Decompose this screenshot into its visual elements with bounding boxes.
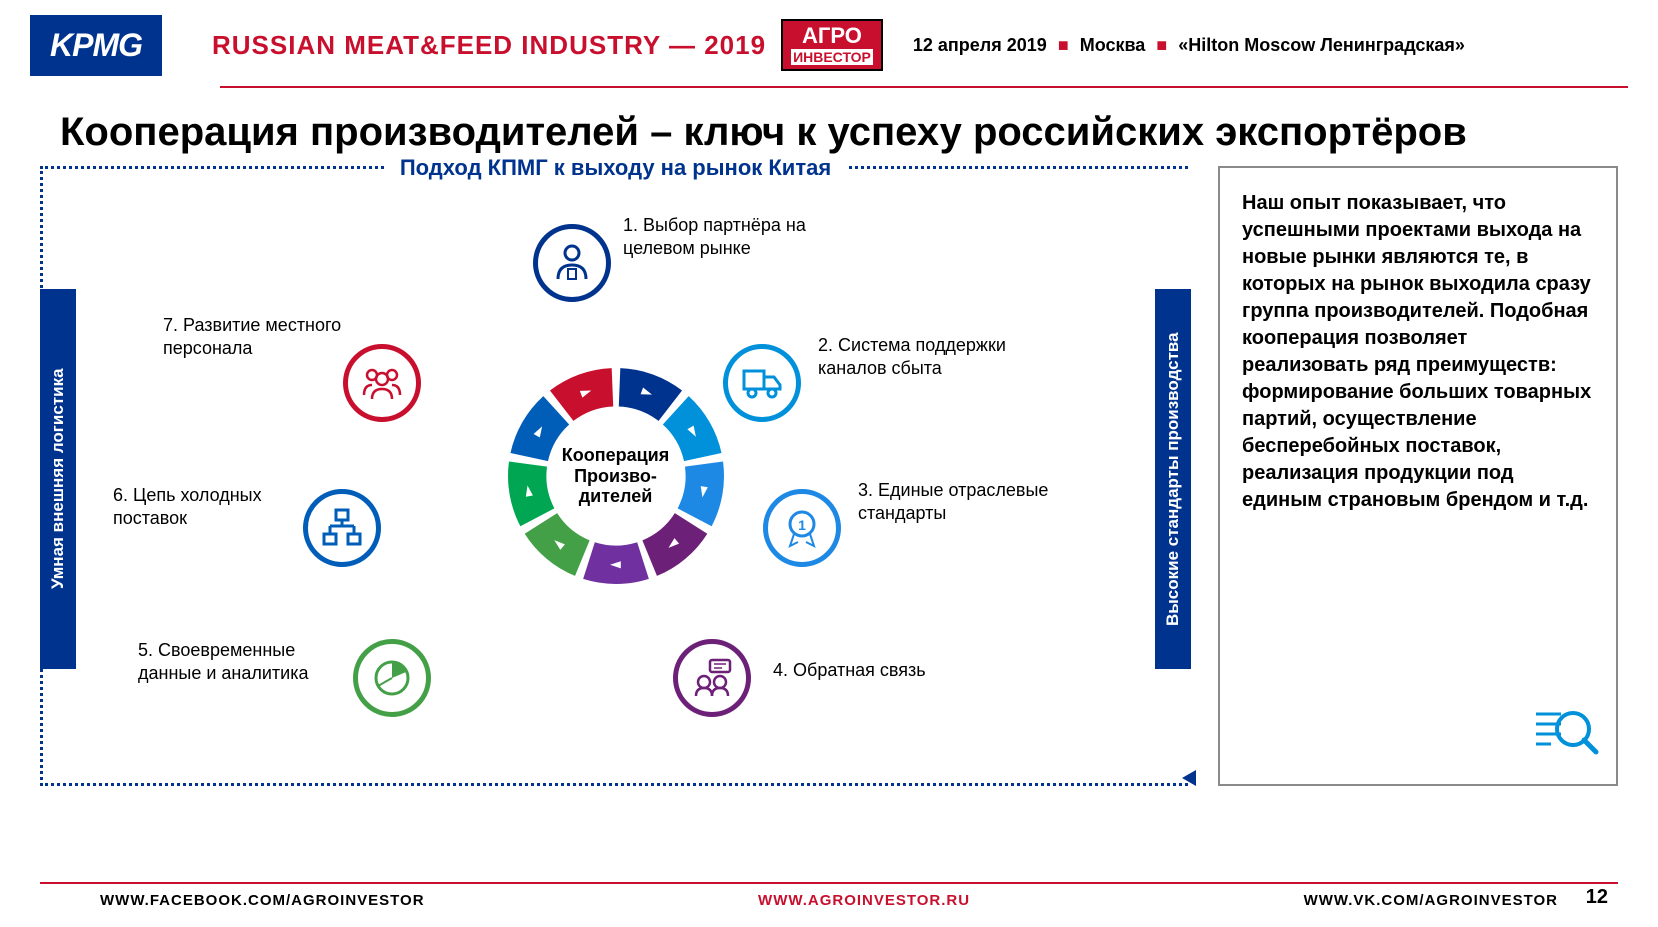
svg-text:1: 1 <box>798 517 806 533</box>
footer-mid: WWW.AGROINVESTOR.RU <box>758 892 970 909</box>
diagram-node-5 <box>353 639 431 717</box>
footer: WWW.FACEBOOK.COM/AGROINVESTOR WWW.AGROIN… <box>40 882 1618 909</box>
magnifier-icon <box>1531 699 1601 769</box>
person-icon <box>550 241 594 285</box>
label-number: 5. <box>138 640 153 660</box>
badge-top: АГРО <box>791 25 873 47</box>
wheel-center-label: Кооперация Произво-дителей <box>546 445 686 507</box>
label-text: Развитие местного персонала <box>163 315 341 358</box>
diagram-label-7: 7. Развитие местного персонала <box>163 314 383 361</box>
label-text: Обратная связь <box>793 660 926 680</box>
event-city: Москва <box>1080 35 1146 55</box>
header: KPMG RUSSIAN MEAT&FEED INDUSTRY — 2019 А… <box>0 0 1658 80</box>
event-venue: «Hilton Moscow Ленинградская» <box>1178 35 1465 55</box>
label-number: 4. <box>773 660 788 680</box>
badge-bottom: ИНВЕСТОР <box>791 49 873 65</box>
label-text: Своевременные данные и аналитика <box>138 640 309 683</box>
content-row: Подход КПМГ к выходу на рынок Китая Умна… <box>0 166 1658 786</box>
label-number: 3. <box>858 480 873 500</box>
label-number: 7. <box>163 315 178 335</box>
label-text: Цепь холодных поставок <box>113 485 262 528</box>
label-number: 1. <box>623 215 638 235</box>
diagram-area: Подход КПМГ к выходу на рынок Китая Умна… <box>40 166 1188 786</box>
diagram-node-3: 1 <box>763 489 841 567</box>
diagram-label-2: 2. Система поддержки каналов сбыта <box>818 334 1038 381</box>
label-number: 6. <box>113 485 128 505</box>
label-text: Система поддержки каналов сбыта <box>818 335 1006 378</box>
insight-panel: Наш опыт показывает, что успешными проек… <box>1218 166 1618 786</box>
insight-text: Наш опыт показывает, что успешными проек… <box>1242 190 1594 514</box>
label-text: Единые отраслевые стандарты <box>858 480 1048 523</box>
award-icon: 1 <box>780 506 824 550</box>
footer-left: WWW.FACEBOOK.COM/AGROINVESTOR <box>100 892 425 909</box>
diagram-label-3: 3. Единые отраслевые стандарты <box>858 479 1078 526</box>
event-date: 12 апреля 2019 <box>913 35 1047 55</box>
dot-icon: ■ <box>1058 35 1069 55</box>
page-number: 12 <box>1586 886 1608 909</box>
right-vertical-label: Высокие стандарты производства <box>1155 289 1191 669</box>
cooperation-wheel: Кооперация Произво-дителей <box>496 356 736 596</box>
event-meta: 12 апреля 2019 ■ Москва ■ «Hilton Moscow… <box>913 35 1465 56</box>
truck-icon <box>740 361 784 405</box>
label-number: 2. <box>818 335 833 355</box>
diagram-header: Подход КПМГ к выходу на рынок Китая <box>385 155 846 181</box>
diagram-label-1: 1. Выбор партнёра на целевом рынке <box>623 214 843 261</box>
diagram-label-5: 5. Своевременные данные и аналитика <box>138 639 358 686</box>
label-text: Выбор партнёра на целевом рынке <box>623 215 806 258</box>
pie-icon <box>370 656 414 700</box>
dot-icon: ■ <box>1156 35 1167 55</box>
diagram-node-1 <box>533 224 611 302</box>
diagram-node-4 <box>673 639 751 717</box>
footer-right: WWW.VK.COM/AGROINVESTOR <box>1304 892 1558 909</box>
event-title: RUSSIAN MEAT&FEED INDUSTRY — 2019 <box>212 30 766 61</box>
team-icon <box>360 361 404 405</box>
feedback-icon <box>690 656 734 700</box>
kpmg-logo: KPMG <box>30 15 162 76</box>
diagram-node-2 <box>723 344 801 422</box>
diagram-label-6: 6. Цепь холодных поставок <box>113 484 333 531</box>
diagram-label-4: 4. Обратная связь <box>773 659 926 682</box>
left-vertical-label: Умная внешняя логистика <box>40 289 76 669</box>
agro-investor-badge: АГРО ИНВЕСТОР <box>781 19 883 71</box>
